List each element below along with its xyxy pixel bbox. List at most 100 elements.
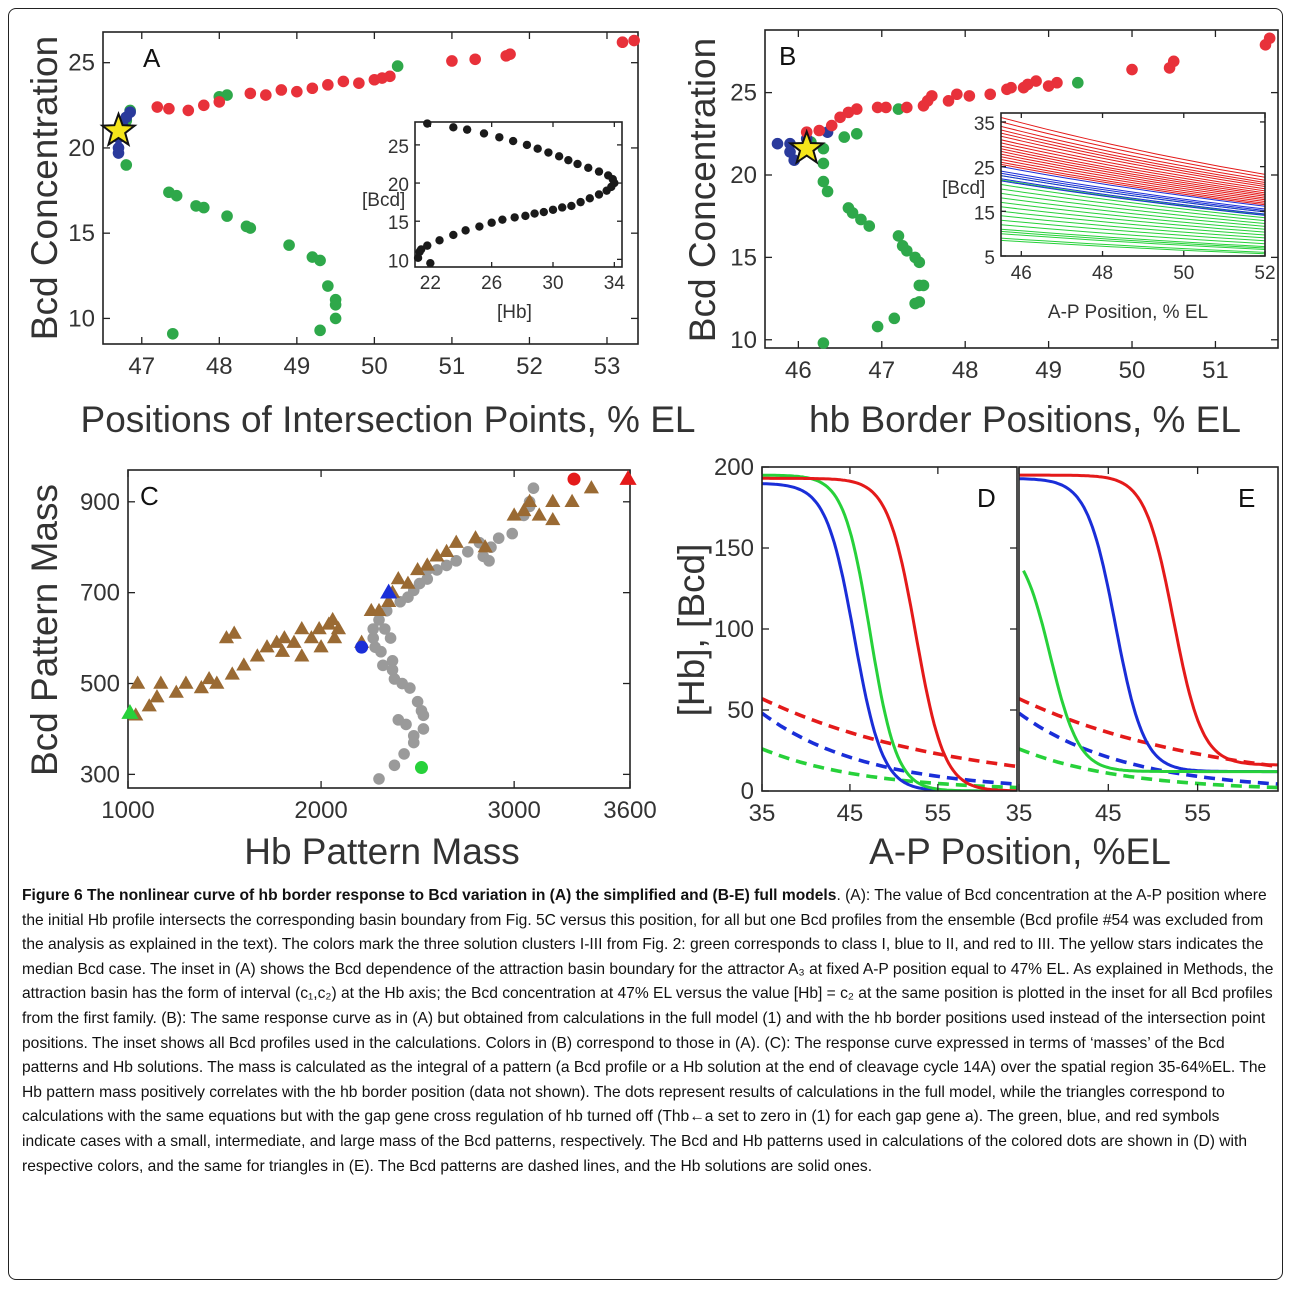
panel-e: 35 45 55 E	[1006, 466, 1279, 827]
data-point-green	[888, 312, 901, 325]
brown-triangle	[429, 548, 445, 562]
plot-frame	[764, 29, 1279, 349]
x-tick-label: 50	[1173, 263, 1194, 284]
plot-frame	[127, 469, 631, 789]
y-tick-label: 25	[730, 80, 757, 107]
x-tick-label: 46	[785, 357, 812, 384]
data-point-red	[244, 87, 257, 100]
brown-triangle	[325, 611, 341, 626]
data-point-green	[850, 128, 863, 140]
inset-xlabel: [Hb]	[497, 302, 532, 323]
data-point-red	[260, 89, 272, 101]
y-tick-label: 10	[68, 305, 95, 332]
inset-point	[564, 155, 573, 165]
gray-dot	[506, 527, 519, 540]
de-ylabel: [Hb], [Bcd]	[671, 544, 712, 717]
inset-point	[413, 253, 423, 263]
caption-body: . (A): The value of Bcd concentration at…	[22, 887, 1274, 1175]
brown-triangle	[467, 530, 484, 544]
data-point-green	[913, 256, 926, 269]
x-tick-label: 30	[542, 273, 563, 294]
profile-red	[1001, 129, 1265, 183]
gray-dot	[492, 532, 505, 544]
plot-frame	[414, 121, 623, 268]
profile-red	[1001, 121, 1265, 178]
x-tick-label: 55	[925, 800, 952, 827]
brown-triangle	[438, 543, 455, 557]
brown-triangle	[168, 684, 184, 698]
profile-red	[1001, 150, 1265, 197]
data-point-red	[825, 119, 838, 132]
data-point-red	[984, 88, 997, 101]
data-point-red	[813, 124, 826, 137]
data-point-blue	[112, 147, 125, 159]
gray-dot	[386, 655, 399, 667]
x-tick-label: 46	[1011, 263, 1032, 284]
y-tick-label: 35	[974, 114, 995, 135]
inset-point	[584, 163, 593, 172]
gray-dot	[367, 623, 380, 635]
inset-point	[521, 211, 530, 221]
y-tick-label: 100	[714, 616, 754, 643]
brown-triangle	[236, 657, 252, 671]
data-point-green	[909, 297, 921, 310]
data-point-red	[337, 75, 350, 88]
brown-triangle	[326, 630, 343, 644]
inset-point	[462, 125, 472, 134]
hb-solid-bright_blue	[1019, 477, 1278, 774]
data-point-red	[384, 70, 396, 83]
plot-frame	[1018, 466, 1279, 792]
gray-dot	[527, 482, 540, 494]
profile-green	[1001, 239, 1265, 255]
gray-dot	[415, 704, 428, 717]
gray-dot	[398, 748, 410, 760]
brown-triangle	[226, 625, 242, 639]
profile-red	[1001, 145, 1265, 194]
data-point-red	[213, 96, 226, 108]
profile-green	[1001, 201, 1265, 230]
gray-dot	[373, 773, 385, 785]
x-tick-label: 35	[1006, 800, 1033, 827]
data-point-red	[275, 84, 288, 96]
inset-point	[461, 226, 470, 235]
data-point-red	[151, 101, 164, 113]
a-xlabel: Positions of Intersection Points, % EL	[81, 399, 696, 440]
b-ylabel: Bcd Concentration	[682, 38, 723, 342]
data-point-red	[901, 101, 913, 114]
data-point-green	[901, 244, 913, 257]
inset-point	[585, 194, 594, 203]
y-tick-label: 10	[730, 327, 757, 354]
panel-c: 1000 2000 3000 3600 300 500 700 900 C	[80, 469, 657, 824]
brown-triangle	[294, 648, 310, 662]
profile-blue	[1001, 170, 1265, 210]
data-point-red	[1263, 32, 1276, 45]
brown-triangle	[545, 511, 561, 526]
brown-triangle	[516, 502, 532, 517]
hb-solid-bright_green	[1022, 570, 1278, 774]
plot-frame	[1000, 112, 1266, 257]
y-tick-label: 25	[388, 137, 409, 158]
data-point-green	[863, 220, 876, 232]
profile-red	[1001, 125, 1265, 181]
data-point-red	[353, 77, 365, 89]
c-ylabel: Bcd Pattern Mass	[24, 484, 65, 776]
bcd-dashed-bright_green	[1019, 747, 1278, 790]
inset-point	[479, 129, 489, 138]
y-tick-label: 700	[80, 580, 120, 607]
gray-dot	[431, 564, 443, 576]
profile-green	[1001, 237, 1265, 253]
profile-red	[1001, 161, 1265, 204]
profile-red	[1001, 142, 1265, 192]
brown-triangle	[209, 675, 225, 689]
brown-triangle	[130, 675, 146, 689]
data-point-green	[817, 175, 830, 188]
gray-dot	[440, 559, 453, 572]
brown-triangle	[141, 698, 157, 712]
data-point-green	[821, 185, 834, 198]
brown-triangle	[303, 630, 320, 644]
axis-labels: Bcd Concentration Positions of Intersecti…	[24, 36, 1241, 872]
profile-blue	[1001, 180, 1265, 216]
data-point-red	[926, 90, 938, 102]
gray-dot	[367, 632, 380, 644]
